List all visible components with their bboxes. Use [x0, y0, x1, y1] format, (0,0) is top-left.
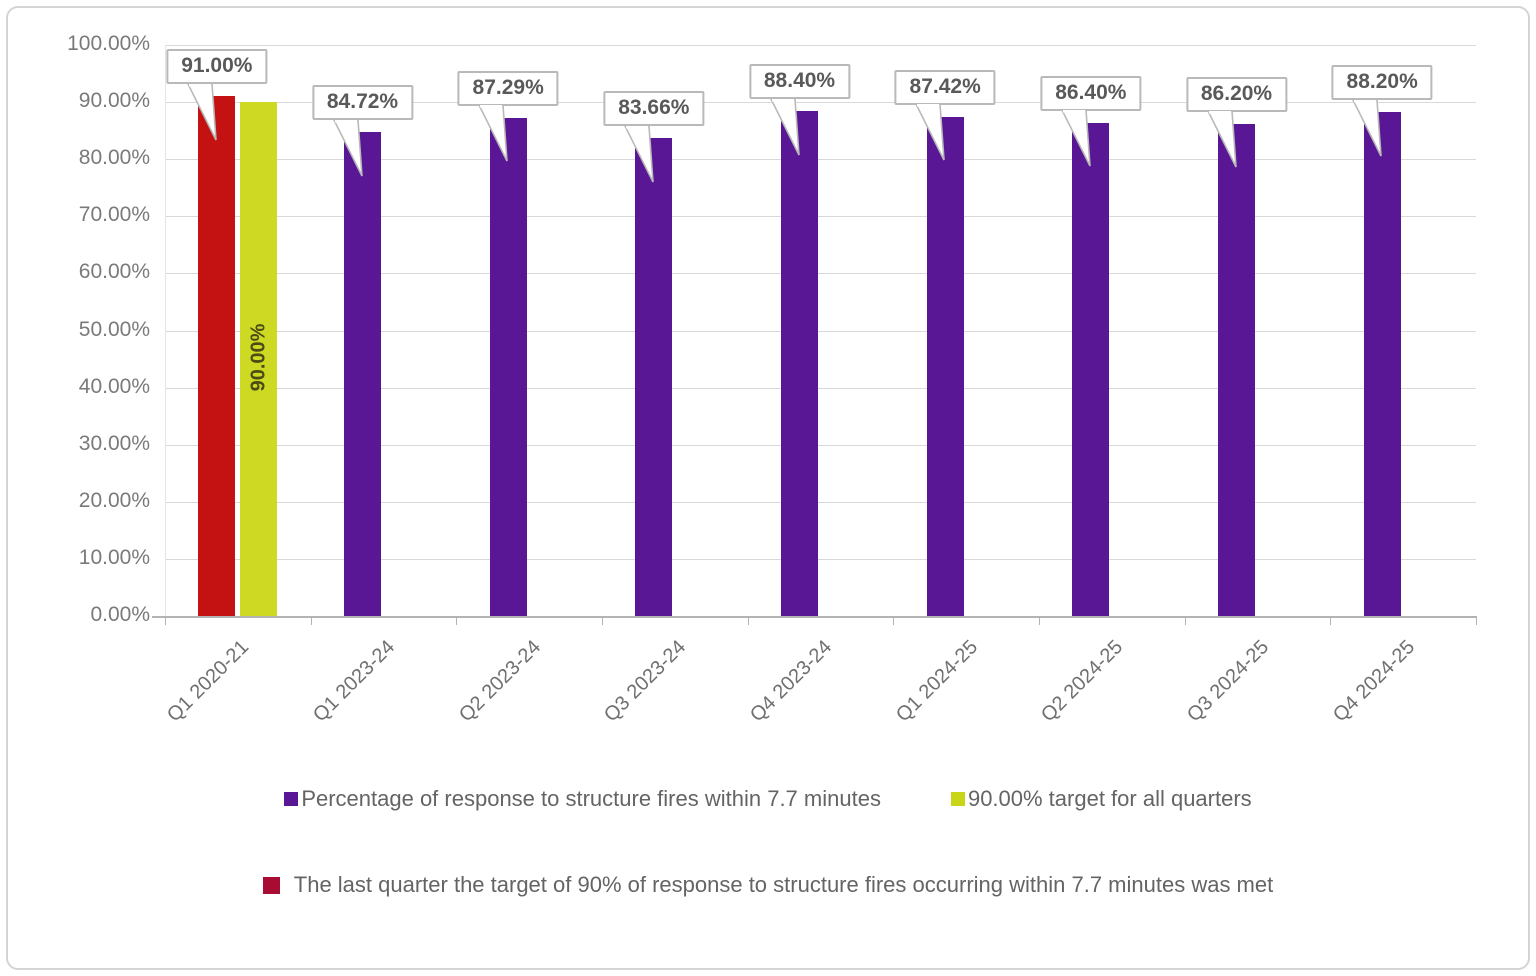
y-gridline	[165, 216, 1476, 218]
legend-item-target: 90.00% target for all quarters	[950, 786, 1252, 812]
legend-swatch-response	[284, 792, 299, 806]
callout-tail	[1060, 109, 1095, 168]
bar	[489, 117, 527, 616]
y-gridline	[165, 159, 1476, 161]
x-axis-category-label: Q3 2023-24	[600, 636, 691, 727]
x-axis-category-label: Q4 2024-25	[1328, 636, 1419, 727]
x-axis-category-label: Q1 2024-25	[891, 636, 982, 727]
legend-swatch-target	[950, 792, 965, 806]
y-gridline	[165, 102, 1476, 104]
y-axis-tick-label: 30.00%	[78, 431, 150, 455]
bar	[198, 96, 236, 616]
legend-item-response: Percentage of response to structure fire…	[284, 786, 881, 812]
x-axis-category-label: Q4 2023-24	[745, 636, 837, 727]
y-axis-tick-label: 90.00%	[78, 89, 150, 113]
legend-label-response: Percentage of response to structure fire…	[301, 786, 881, 811]
callout-tail	[769, 97, 804, 157]
callout-tail	[477, 104, 512, 163]
y-axis-tick-label: 0.00%	[90, 603, 150, 626]
x-axis-tick	[1476, 616, 1477, 625]
y-gridline	[165, 330, 1476, 332]
x-axis-tick	[1039, 616, 1040, 625]
y-gridline	[165, 273, 1476, 275]
x-axis-category-label: Q1 2020-21	[163, 636, 254, 727]
x-axis-tick	[1330, 616, 1332, 625]
x-axis-tick	[747, 616, 749, 625]
data-label-callout: 87.29%	[457, 70, 559, 106]
target-inside-label: 90.00%	[247, 323, 270, 392]
y-gridline	[165, 444, 1476, 446]
data-label-callout: 86.40%	[1040, 75, 1142, 111]
legend-label-last-met: The last quarter the target of 90% of re…	[293, 872, 1274, 897]
legend-row-main: Percentage of response to structure fire…	[0, 786, 1536, 812]
data-label-callout: 84.72%	[311, 85, 414, 121]
x-axis-line	[152, 616, 1476, 618]
legend-swatch-last-met	[262, 876, 280, 894]
callout-tail	[623, 124, 658, 184]
target-bar	[240, 102, 278, 616]
y-axis-tick-label: 100.00%	[67, 32, 150, 55]
data-label-callout: 91.00%	[166, 49, 268, 85]
legend-item-last-met: The last quarter the target of 90% of re…	[262, 872, 1274, 898]
y-gridline	[165, 558, 1476, 560]
x-axis-category-label: Q2 2024-25	[1037, 636, 1128, 727]
y-axis-tick-label: 40.00%	[78, 374, 150, 398]
bar	[1218, 123, 1255, 616]
x-axis-category-label: Q2 2023-24	[454, 636, 545, 727]
data-label-callout: 88.20%	[1331, 65, 1433, 101]
x-axis-tick	[1184, 616, 1186, 625]
data-label-callout: 87.42%	[894, 69, 996, 105]
y-gridline	[165, 387, 1476, 389]
callout-tail	[914, 103, 949, 162]
legend-row-note: The last quarter the target of 90% of re…	[0, 872, 1536, 898]
x-axis-tick	[602, 616, 603, 625]
y-gridline	[165, 45, 1476, 46]
y-axis-line	[165, 45, 166, 616]
bar	[1363, 112, 1401, 616]
y-axis-tick-label: 60.00%	[78, 260, 150, 284]
y-axis-tick-label: 50.00%	[78, 317, 150, 341]
bar	[635, 138, 673, 616]
bar	[781, 111, 818, 616]
callout-tail	[1206, 110, 1241, 169]
bar	[344, 132, 381, 616]
data-label-callout: 83.66%	[603, 91, 705, 127]
y-axis-tick-label: 20.00%	[78, 488, 150, 512]
y-axis-tick-label: 70.00%	[78, 203, 150, 227]
callout-tail	[186, 83, 221, 142]
x-axis-tick	[165, 616, 166, 625]
callout-tail	[1351, 99, 1386, 158]
data-label-callout: 86.20%	[1185, 76, 1288, 112]
y-axis-tick-label: 10.00%	[78, 545, 150, 569]
bar	[926, 116, 964, 616]
x-axis-tick	[310, 616, 312, 625]
y-gridline	[165, 501, 1476, 503]
data-label-callout: 88.40%	[748, 64, 851, 100]
callout-tail	[332, 118, 367, 178]
x-axis-tick	[893, 616, 895, 625]
x-axis-category-label: Q1 2023-24	[308, 636, 400, 727]
y-axis-tick-label: 80.00%	[78, 146, 150, 170]
bar	[1072, 122, 1110, 616]
x-axis-tick	[456, 616, 458, 625]
x-axis-category-label: Q3 2024-25	[1182, 636, 1274, 727]
legend-label-target: 90.00% target for all quarters	[967, 786, 1252, 811]
